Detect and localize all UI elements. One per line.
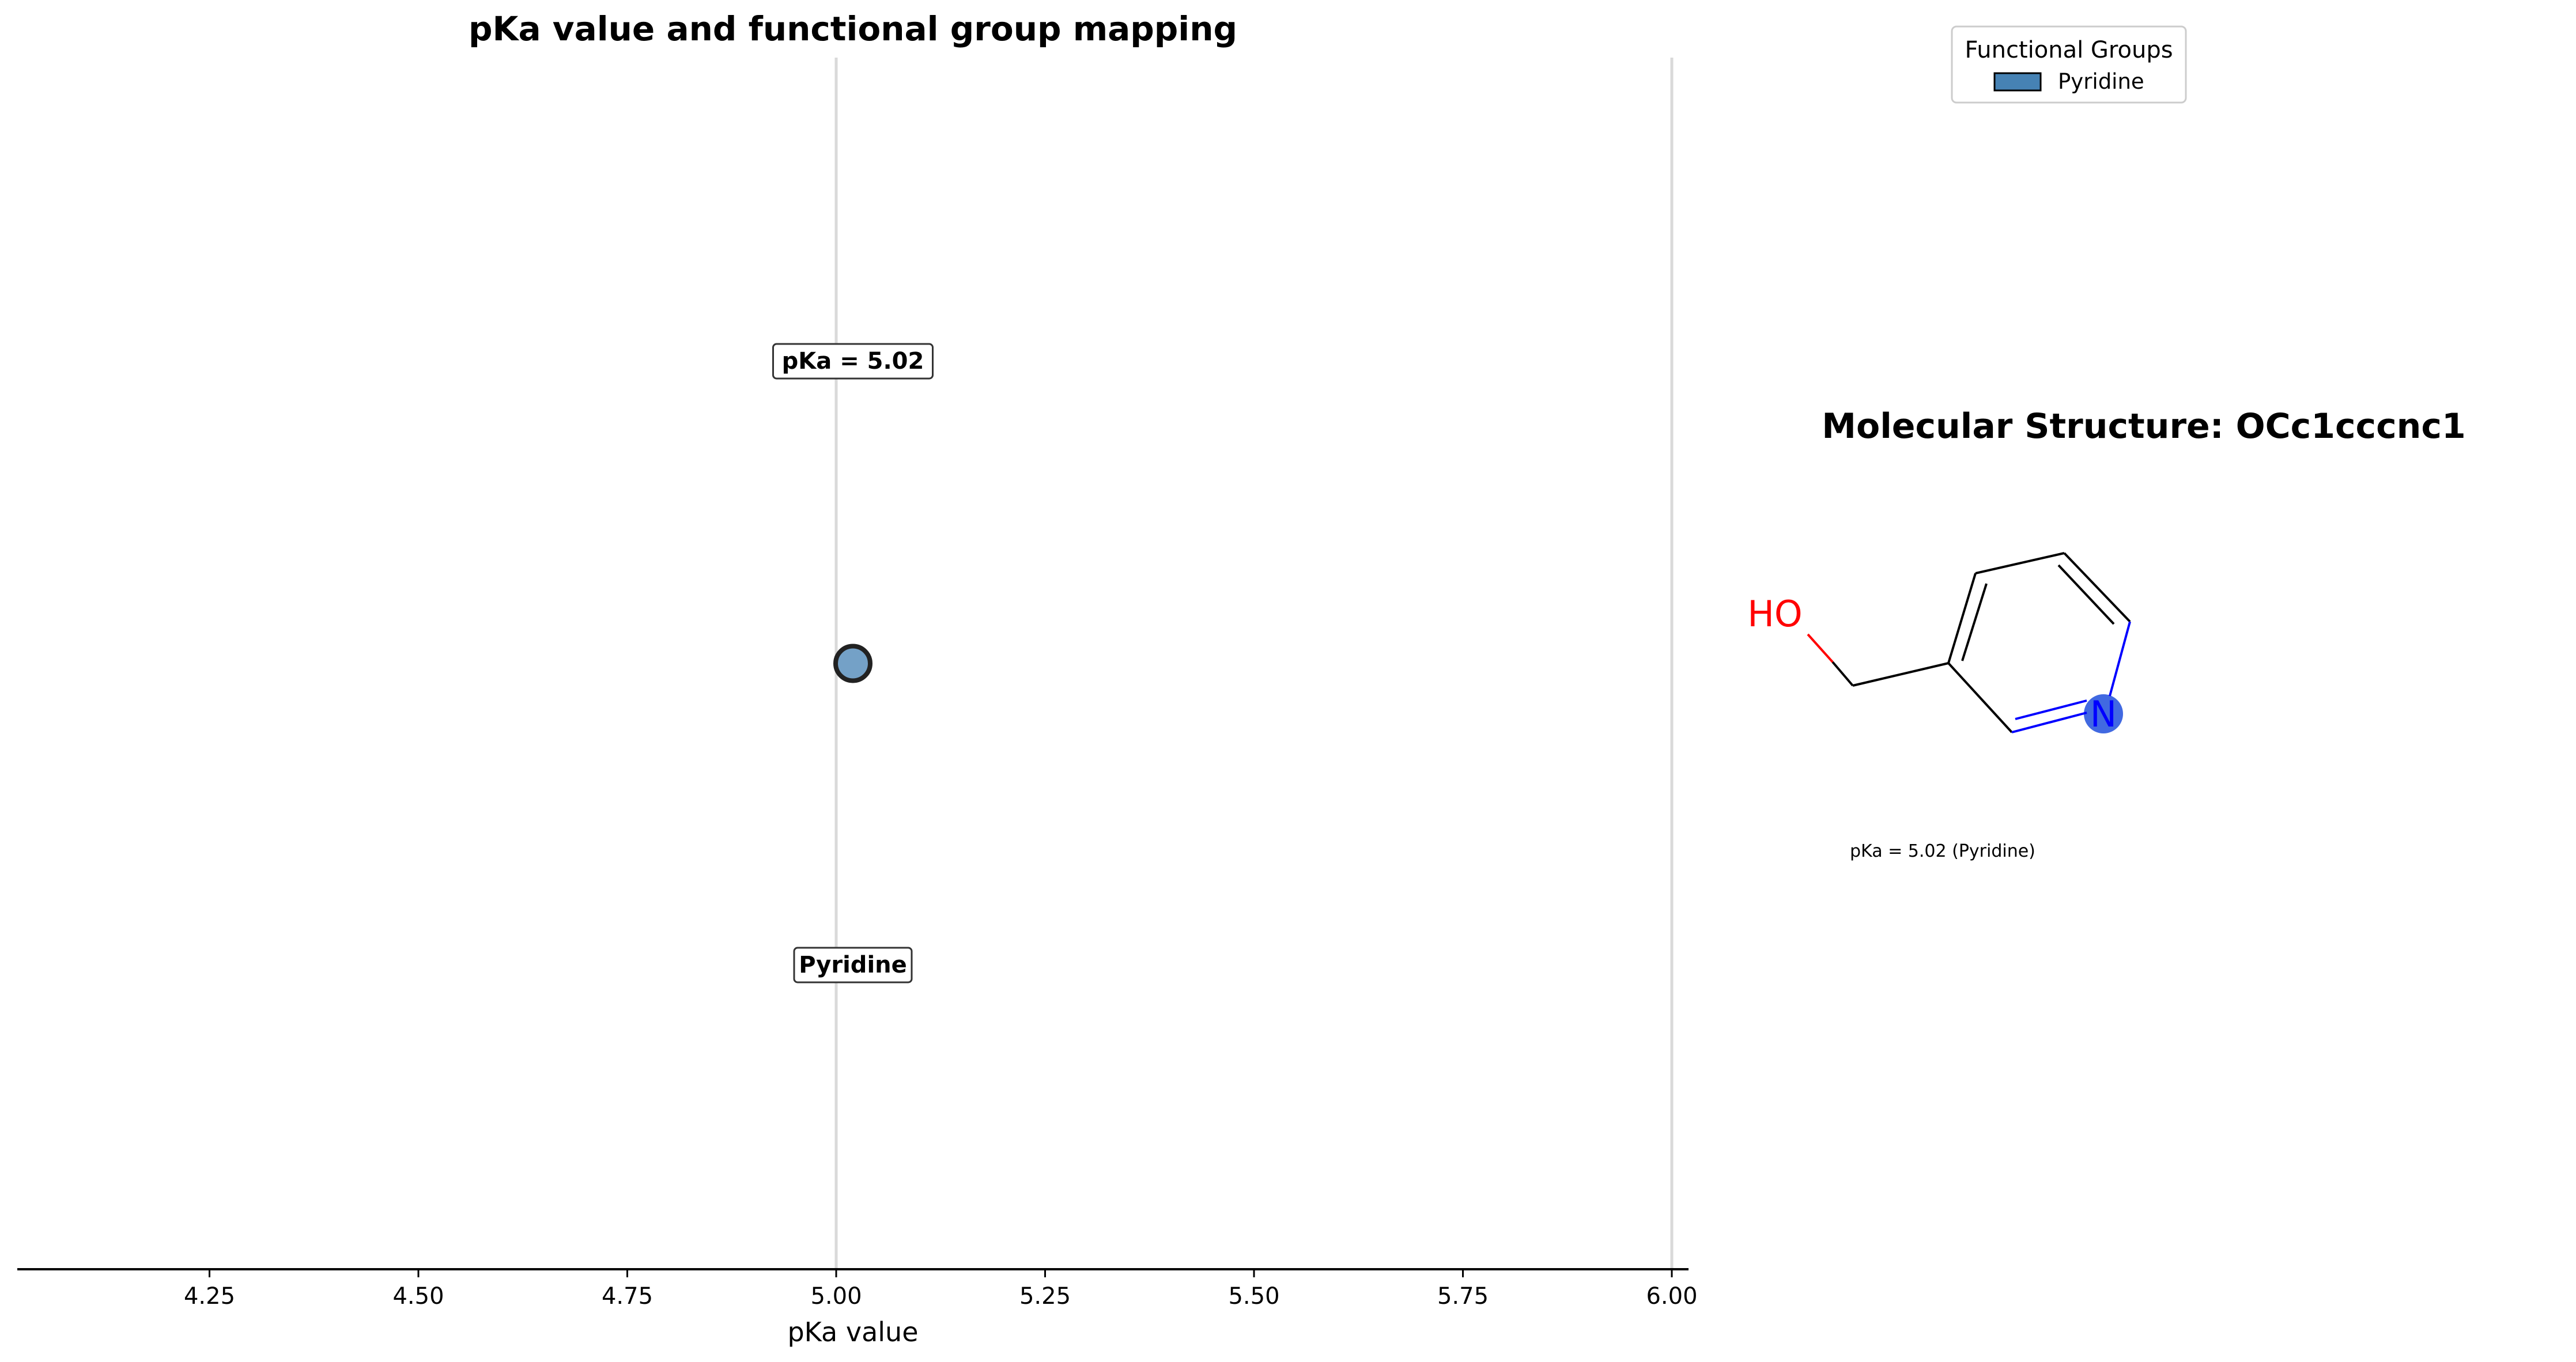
molecule-drawing: HO N bbox=[1747, 552, 2131, 735]
data-point bbox=[833, 644, 872, 683]
bond-c4-c5 bbox=[1947, 573, 1977, 664]
vline-group bbox=[834, 58, 1674, 1269]
chart-title: pKa value and functional group mapping bbox=[469, 9, 1237, 48]
value-label: pKa = 5.02 bbox=[782, 348, 924, 374]
bond-ch2-o-red bbox=[1807, 633, 1834, 663]
bond-c5-ch2 bbox=[1852, 662, 1949, 687]
bond-c2-c3-inner bbox=[2057, 564, 2115, 625]
legend-title: Functional Groups bbox=[1965, 37, 2173, 63]
hydroxyl-label: HO bbox=[1747, 593, 1802, 635]
legend-swatch-pyridine bbox=[1993, 72, 2042, 92]
x-tick-label: 4.25 bbox=[184, 1283, 235, 1310]
x-tick-label: 4.50 bbox=[392, 1283, 444, 1310]
x-tick-label: 5.00 bbox=[810, 1283, 862, 1310]
value-label-box: pKa = 5.02 bbox=[772, 343, 934, 380]
nitrogen-label: N bbox=[2090, 693, 2117, 735]
x-tick-label: 5.75 bbox=[1437, 1283, 1489, 1310]
x-axis-label: pKa value bbox=[787, 1316, 918, 1348]
group-label: Pyridine bbox=[799, 952, 907, 978]
structure-caption: pKa = 5.02 (Pyridine) bbox=[1850, 841, 2035, 861]
group-label-frame bbox=[793, 947, 913, 983]
structure-title: Molecular Structure: OCc1cccnc1 bbox=[1822, 406, 2465, 447]
x-tick-label: 5.25 bbox=[1019, 1283, 1071, 1310]
bond-c6-n-inner bbox=[2015, 699, 2087, 720]
legend-entry-pyridine: Pyridine bbox=[2058, 69, 2144, 94]
pka-chart: pKa value and functional group mapping 4… bbox=[17, 9, 1698, 1348]
x-tick-label: 4.75 bbox=[602, 1283, 653, 1310]
group-label-box: Pyridine bbox=[793, 947, 913, 983]
bond-c6-n bbox=[2011, 712, 2087, 733]
bond-c3-c4 bbox=[2063, 552, 2131, 623]
bond-c4-c5-inner bbox=[1961, 583, 1988, 661]
x-ticks: 4.25 4.50 4.75 5.00 5.25 5.50 5.75 6.00 bbox=[184, 1269, 1698, 1310]
nitrogen-highlight bbox=[2084, 694, 2123, 733]
legend: Functional Groups Pyridine bbox=[1951, 25, 2187, 104]
bond-n-c2 bbox=[2109, 621, 2131, 697]
x-tick-label: 5.50 bbox=[1228, 1283, 1279, 1310]
structure-panel: Molecular Structure: OCc1cccnc1 HO N pKa… bbox=[1747, 406, 2465, 861]
bond-c2-c3 bbox=[1975, 552, 2065, 574]
scatter-points bbox=[833, 644, 872, 683]
bond-c5-c6 bbox=[1947, 662, 2013, 733]
value-label-frame bbox=[772, 343, 934, 380]
x-tick-label: 6.00 bbox=[1646, 1283, 1697, 1310]
bond-ch2-o-dark bbox=[1831, 661, 1854, 687]
